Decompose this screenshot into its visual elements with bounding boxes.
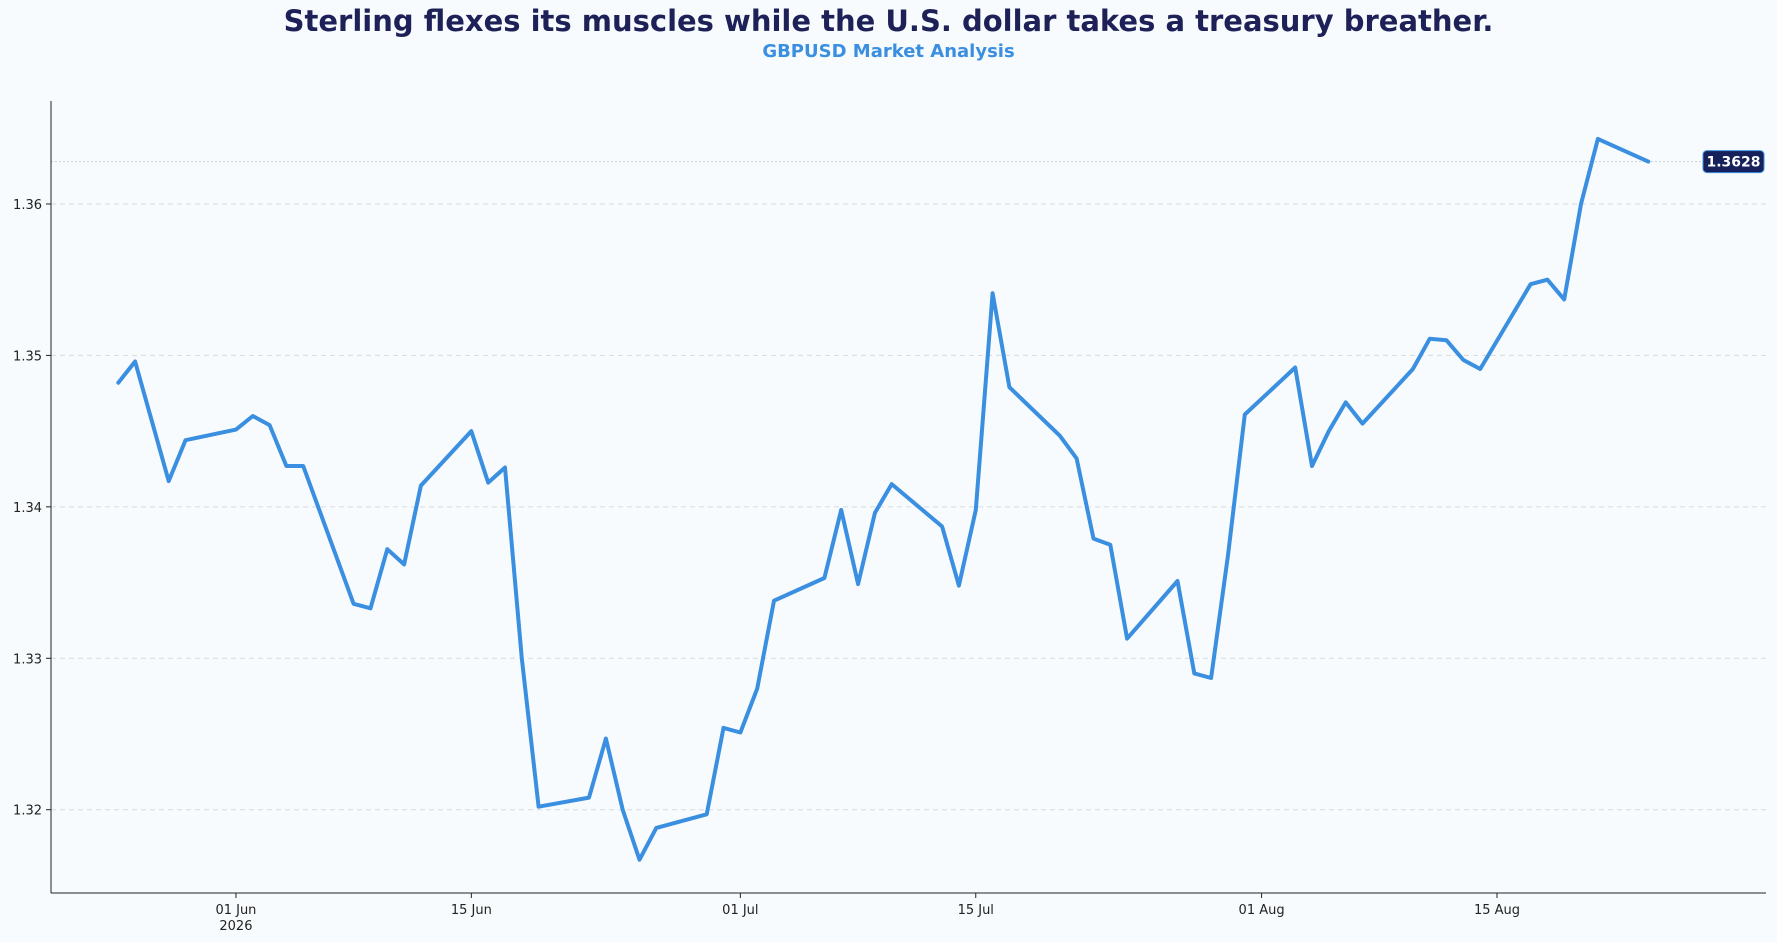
y-tick-label: 1.34: [13, 501, 42, 516]
x-tick-sublabel: 2026: [219, 919, 252, 934]
x-tick-label: 01 Jun: [215, 903, 256, 918]
x-tick-label: 15 Aug: [1474, 903, 1520, 918]
y-tick-label: 1.33: [13, 652, 42, 667]
y-tick-label: 1.32: [13, 804, 42, 819]
series-line: [116, 136, 1651, 862]
chart-title: Sterling flexes its muscles while the U.…: [283, 4, 1494, 38]
y-tick-label: 1.36: [13, 198, 42, 213]
x-tick-label: 01 Aug: [1239, 903, 1285, 918]
last-value-label: 1.3628: [1706, 155, 1760, 171]
x-tick-label: 15 Jun: [451, 903, 492, 918]
chart-subtitle: GBPUSD Market Analysis: [762, 41, 1015, 62]
y-tick-label: 1.35: [13, 349, 42, 364]
x-tick-label: 01 Jul: [722, 903, 758, 918]
last-value-badge: [1702, 150, 1765, 174]
x-tick-label: 15 Jul: [958, 903, 994, 918]
